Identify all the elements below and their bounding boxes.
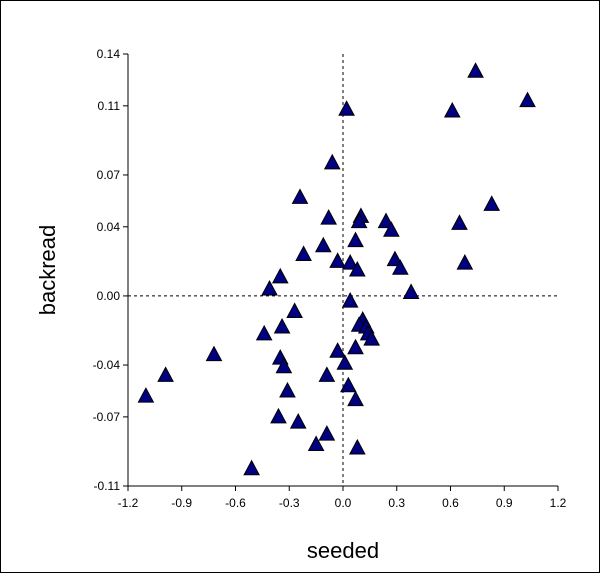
y-tick-label: 0.00 [97, 289, 121, 303]
data-point [363, 330, 381, 346]
data-point [456, 254, 474, 270]
data-point [348, 260, 366, 277]
data-point [341, 292, 359, 308]
x-tick-label: -0.3 [279, 496, 300, 510]
x-tick-label: 1.2 [550, 496, 567, 510]
data-point [273, 317, 291, 334]
data-point [519, 91, 536, 108]
x-ticks: -1.2 -0.9 -0.6 -0.3 0.0 0.3 0.6 0.9 1.2 [118, 486, 567, 510]
data-point [386, 250, 404, 267]
data-point [443, 101, 461, 118]
data-point [329, 252, 346, 268]
data-point [451, 214, 468, 230]
y-tick-label: -0.07 [93, 410, 121, 424]
data-point [255, 324, 273, 341]
y-tick-label: 0.07 [97, 168, 121, 182]
data-point [243, 459, 260, 476]
data-point [261, 279, 278, 296]
x-tick-label: -1.2 [118, 496, 139, 510]
data-point [347, 231, 364, 248]
data-point [391, 259, 409, 275]
y-ticks: 0.14 0.11 0.07 0.04 0.00 -0.04 -0.07 -0.11 [93, 47, 128, 493]
y-tick-label: -0.11 [94, 479, 121, 493]
x-tick-label: 0.9 [496, 496, 513, 510]
data-point [320, 209, 338, 225]
data-point [402, 283, 420, 299]
x-tick-label: 0.3 [388, 496, 405, 510]
data-point [347, 338, 364, 355]
data-point [329, 342, 346, 358]
data-point [270, 407, 287, 424]
data-point [286, 302, 303, 318]
x-tick-label: 0.6 [442, 496, 459, 510]
data-point [205, 345, 223, 362]
data-point [483, 195, 501, 211]
reference-lines [128, 54, 558, 486]
data-point [348, 438, 366, 455]
y-tick-label: 0.04 [97, 220, 121, 234]
data-point [275, 357, 293, 374]
data-point [289, 413, 307, 429]
y-tick-label: 0.11 [98, 99, 121, 113]
y-tick-label: 0.14 [97, 47, 121, 61]
data-point [157, 366, 174, 382]
x-tick-label: -0.9 [171, 496, 192, 510]
data-point [307, 435, 325, 452]
data-point [291, 188, 309, 204]
data-point [137, 387, 155, 403]
y-tick-label: -0.04 [93, 358, 121, 372]
data-point [341, 254, 359, 270]
x-axis-title: seeded [307, 538, 379, 563]
data-point [350, 212, 368, 229]
x-tick-label: -0.6 [225, 496, 246, 510]
data-point [347, 390, 364, 407]
data-point [279, 381, 296, 398]
data-point [323, 153, 341, 170]
x-tick-label: 0.0 [335, 496, 352, 510]
data-point [318, 425, 336, 441]
data-point [271, 267, 289, 284]
data-points [137, 62, 536, 476]
data-point [377, 212, 395, 229]
data-point [383, 221, 400, 237]
data-point [314, 236, 332, 253]
data-point [467, 62, 484, 78]
y-axis-title: backread [35, 225, 60, 316]
data-point [318, 366, 336, 382]
data-point [336, 354, 354, 370]
data-point [340, 376, 357, 393]
data-point [295, 245, 312, 261]
data-point [338, 100, 355, 116]
